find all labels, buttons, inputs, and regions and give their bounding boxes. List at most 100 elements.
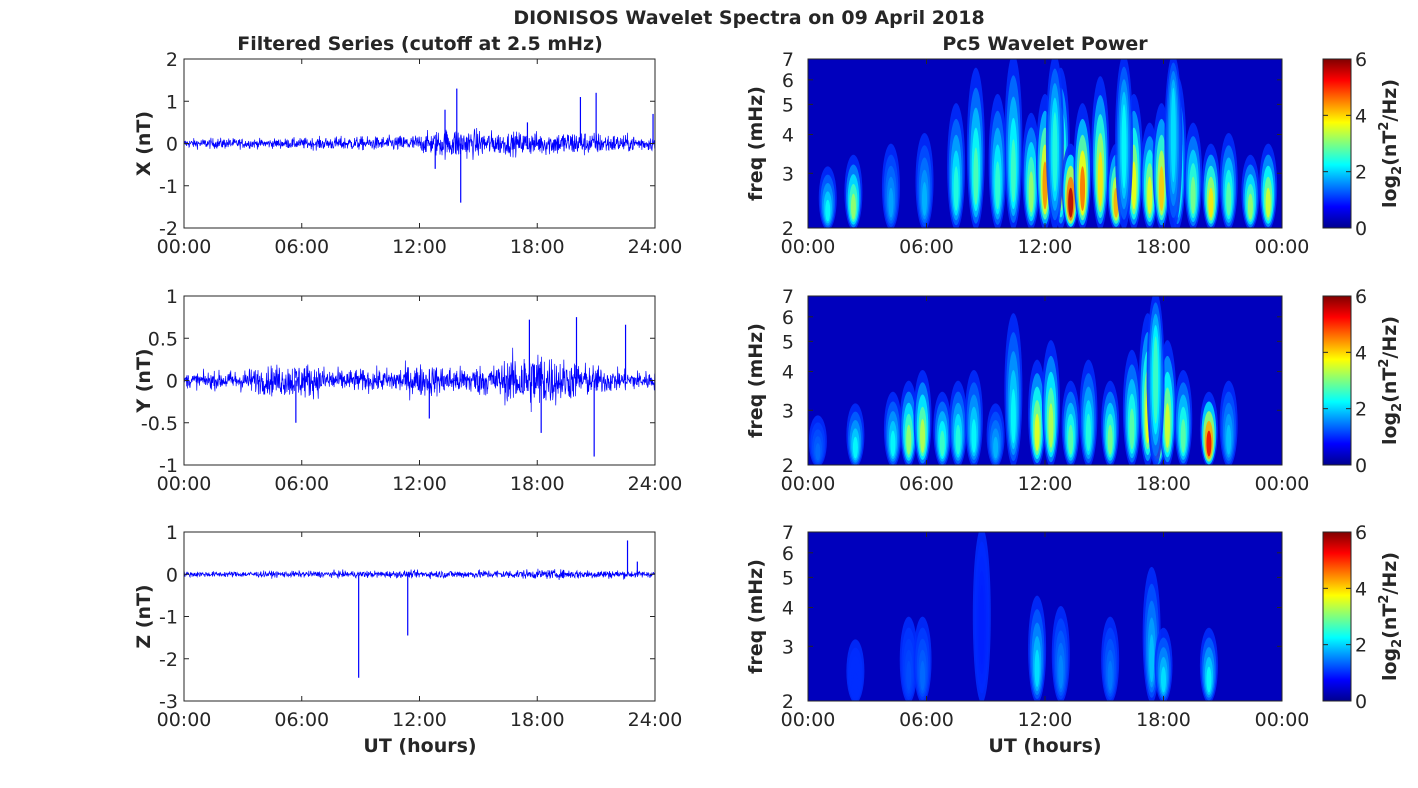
colorbar-label-part: (nT: [1379, 368, 1401, 403]
blob-layer: [1042, 161, 1048, 210]
xtick-label: 12:00: [1018, 236, 1073, 258]
ytick-label: 4: [782, 361, 794, 383]
power-blob-4: [1051, 605, 1070, 701]
power-blob-11: [1061, 143, 1080, 228]
ytick-label: -2: [159, 649, 178, 671]
blob-layer: [1121, 104, 1127, 189]
ytick-label: 0: [166, 564, 178, 586]
blob-layer: [953, 166, 959, 211]
colorbar-tick-label: 2: [1355, 162, 1367, 184]
colorbar-tick-label: 4: [1355, 342, 1367, 364]
blob-layer: [1226, 424, 1232, 455]
xtick-label: 00:00: [157, 709, 212, 731]
colorbar-gradient: [1323, 296, 1351, 465]
ytick-label: 2: [782, 691, 794, 713]
ytick-label: 0.5: [148, 328, 178, 350]
plot-area: [184, 532, 655, 701]
ylabel: X (nT): [133, 111, 155, 176]
blob-layer: [1265, 187, 1271, 218]
power-blob-25: [1115, 59, 1133, 228]
blob-layer: [1206, 666, 1212, 693]
ytick-label: 3: [782, 163, 794, 185]
blob-layer: [1068, 187, 1074, 218]
ytick-label: 4: [782, 597, 794, 619]
blob-layer: [1206, 430, 1212, 457]
xtick-label: 12:00: [392, 236, 447, 258]
ytick-label: 7: [782, 522, 794, 544]
power-blob-21: [1219, 380, 1238, 465]
power-blob-9: [1004, 313, 1023, 465]
xtick-label: 00:00: [1255, 709, 1310, 731]
xtick-label: 12:00: [1018, 473, 1073, 495]
power-blob-7: [1154, 627, 1173, 701]
power-blob-3: [1028, 595, 1047, 701]
blob-layer: [815, 443, 821, 461]
power-blob-8: [1199, 627, 1218, 701]
blob-layer: [890, 430, 896, 457]
colorbar-tick-label: 0: [1355, 218, 1367, 240]
ytick-label: 5: [782, 567, 794, 589]
power-blob-5: [966, 67, 985, 228]
ytick-label: 0: [166, 134, 178, 156]
power-blob-23: [1259, 143, 1278, 228]
colorbar-label-part: log: [1379, 412, 1401, 445]
panels: 210-1-200:00 06:00 12:00 18:00 24:00X (nT)10…: [133, 49, 1405, 731]
blob-layer: [1131, 161, 1137, 210]
ytick-label: 0: [166, 371, 178, 393]
blob-layer: [1048, 403, 1054, 448]
xtick-label: 18:00: [510, 236, 565, 258]
blob-layer: [939, 430, 945, 457]
timeseries-panel-y: 1 0.5 0 -0.5 -100:00 06:00 12:00 18:00 24:00 Y (n…: [133, 286, 682, 495]
ytick-label: 7: [782, 49, 794, 71]
ylabel: Y (nT): [133, 348, 155, 413]
ytick-label: 1: [166, 286, 178, 308]
power-blob-5: [933, 391, 952, 465]
xtick-label: 12:00: [392, 709, 447, 731]
power-blob-1: [844, 154, 863, 228]
colorbar-tick-label: 0: [1355, 691, 1367, 713]
blob-layer: [993, 436, 999, 459]
xtick-label: 00:00: [157, 236, 212, 258]
ytick-label: -1: [159, 176, 178, 198]
left-column-title: Filtered Series (cutoff at 2.5 mHz): [237, 33, 603, 55]
colorbar-label: log2(nT2/Hz): [1377, 552, 1405, 681]
power-blob-11: [1041, 340, 1060, 465]
blob-layer: [1170, 87, 1176, 183]
xtick-label: 00:00: [781, 709, 836, 731]
blob-layer: [1010, 389, 1016, 444]
ytick-label: 3: [782, 636, 794, 658]
colorbar-frame: [1322, 295, 1352, 466]
colorbar-tick-label: 6: [1355, 49, 1367, 71]
blob-layer: [852, 672, 858, 695]
blob-layer: [852, 436, 858, 459]
blob-layer: [850, 193, 856, 220]
colorbar-label-part: log: [1379, 175, 1401, 208]
blob-layer: [1226, 182, 1232, 216]
ytick-label: 2: [782, 218, 794, 240]
power-blob-22: [1241, 154, 1260, 228]
left-xlabel: UT (hours): [363, 735, 476, 757]
power-blob-1: [846, 403, 865, 465]
ytick-label: 2: [782, 455, 794, 477]
power-blob-7: [1004, 59, 1023, 228]
xtick-label: 12:00: [1018, 709, 1073, 731]
xtick-label: 18:00: [1136, 236, 1191, 258]
ytick-label: -2: [159, 218, 178, 240]
colorbar-label-part: (nT: [1379, 604, 1401, 639]
ytick-label: 4: [782, 124, 794, 146]
ytick-label: -1: [159, 607, 178, 629]
xtick-label: 06:00: [899, 236, 954, 258]
colorbar-tick-label: 4: [1355, 105, 1367, 127]
blob-layer: [1107, 424, 1113, 455]
xtick-label: 06:00: [274, 236, 329, 258]
blob-layer: [1068, 424, 1074, 455]
xtick-label: 18:00: [1136, 473, 1191, 495]
power-blob-19: [1174, 369, 1193, 465]
right-xlabel: UT (hours): [988, 735, 1101, 757]
blob-layer: [825, 199, 831, 222]
xtick-label: 18:00: [510, 473, 565, 495]
